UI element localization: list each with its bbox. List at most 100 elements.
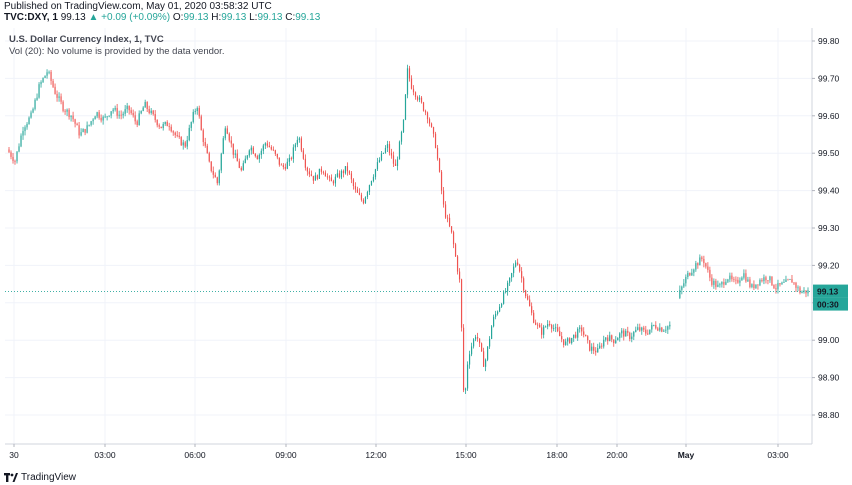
candle-body <box>280 164 282 166</box>
candle-body <box>312 175 314 181</box>
candle-body <box>472 339 475 347</box>
candle-body <box>28 117 30 125</box>
candle-body <box>60 96 62 102</box>
candle-body <box>386 144 389 149</box>
countdown-badge <box>813 297 848 311</box>
candle-body <box>493 316 495 327</box>
candle-body <box>701 257 703 259</box>
candle-body <box>222 138 224 154</box>
candle-body <box>48 71 50 73</box>
candle-body <box>68 109 70 118</box>
candle-body <box>264 143 266 146</box>
candle-body <box>785 279 787 282</box>
candle-body <box>112 109 114 112</box>
candle-body <box>497 311 499 314</box>
candle-body <box>74 119 76 124</box>
candle-body <box>218 170 220 184</box>
candle-body <box>609 335 611 342</box>
candle-body <box>166 121 168 127</box>
candle-body <box>647 333 649 335</box>
candle-body <box>585 334 587 337</box>
candle-body <box>621 330 623 334</box>
candle-body <box>529 299 531 307</box>
candle-body <box>424 110 427 113</box>
candle-body <box>342 170 345 174</box>
candle-body <box>30 112 32 118</box>
candle-body <box>583 331 585 335</box>
candle-body <box>156 119 158 126</box>
candle-body <box>38 84 40 98</box>
candle-body <box>240 167 242 171</box>
candle-body <box>487 346 489 360</box>
candle-body <box>284 167 286 169</box>
candle-body <box>759 280 761 286</box>
candle-body <box>300 138 302 151</box>
candle-body <box>460 279 463 328</box>
candle-body <box>314 175 316 181</box>
candle-body <box>400 132 403 142</box>
open-label: O: <box>172 12 184 23</box>
candle-body <box>344 166 347 174</box>
candle-body <box>268 145 270 148</box>
candle-body <box>10 152 12 157</box>
candle-body <box>539 324 541 328</box>
candle-body <box>18 146 20 152</box>
last-price: 99.13 <box>60 12 86 23</box>
candle-body <box>136 121 138 125</box>
candle-body <box>180 137 182 146</box>
candle-body <box>478 338 481 344</box>
candle-body <box>679 289 681 298</box>
candle-body <box>695 263 697 270</box>
price-tick-label: 99.20 <box>818 260 840 270</box>
candle-body <box>148 109 150 114</box>
candle-body <box>637 327 639 330</box>
candle-body <box>70 115 72 118</box>
low-label: L: <box>249 12 258 23</box>
candle-body <box>727 279 729 282</box>
high-label: H: <box>211 12 222 23</box>
candle-body <box>452 232 455 245</box>
candle-body <box>202 130 204 143</box>
candle-body <box>394 163 397 166</box>
candle-body <box>795 282 797 288</box>
candle-body <box>697 263 699 266</box>
candle-body <box>58 96 60 98</box>
time-tick-label: 30 <box>9 450 19 460</box>
candle-body <box>382 152 385 154</box>
candle-body <box>178 135 180 138</box>
candle-body <box>521 271 523 279</box>
candle-body <box>436 147 439 159</box>
candle-body <box>799 287 801 294</box>
candle-body <box>50 71 52 81</box>
candle-body <box>200 116 202 131</box>
price-tick-label: 99.00 <box>818 335 840 345</box>
candle-body <box>537 324 539 326</box>
candle-body <box>631 336 633 340</box>
candle-body <box>346 166 349 172</box>
candle-body <box>747 279 749 282</box>
candle-body <box>721 282 723 285</box>
candle-body <box>482 351 485 367</box>
candle-body <box>64 110 66 112</box>
candle-body <box>130 110 132 114</box>
candle-body <box>703 258 705 264</box>
candle-body <box>725 281 727 285</box>
candle-body <box>410 78 413 89</box>
candle-body <box>499 306 501 312</box>
candle-body <box>749 279 751 287</box>
candle-body <box>793 282 795 284</box>
candle-body <box>657 328 659 331</box>
candle-body <box>641 327 643 331</box>
candle-body <box>196 108 198 112</box>
candle-body <box>254 153 256 157</box>
candle-body <box>559 331 561 337</box>
footer-brand[interactable]: TradingView <box>4 472 76 483</box>
candle-body <box>681 286 683 290</box>
candle-body <box>501 303 503 307</box>
candle-body <box>152 110 154 115</box>
candle-body <box>304 158 306 168</box>
candle-body <box>627 330 629 333</box>
candle-body <box>767 280 769 282</box>
candle-body <box>412 88 415 93</box>
